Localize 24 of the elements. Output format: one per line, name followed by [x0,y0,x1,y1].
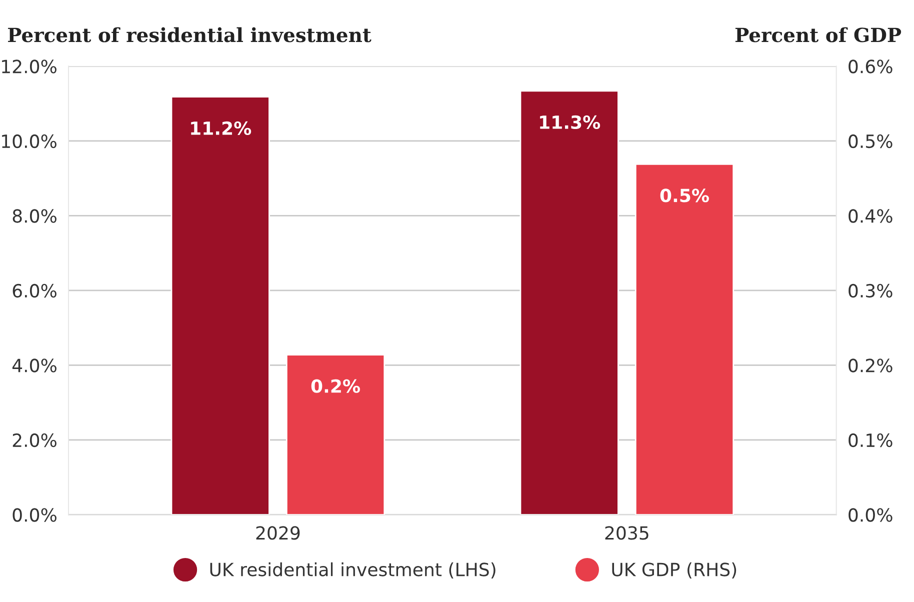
y-tick-label: 12.0% [2,60,56,74]
data-label: 0.5% [660,188,709,202]
y-tick-label: 6.0% [12,284,56,298]
y-tick-label: 10.0% [2,134,56,148]
y2-tick-label: 0.6% [848,60,892,74]
data-label: 11.3% [540,115,600,130]
y-tick-label: 8.0% [12,209,56,223]
y-tick-label: 4.0% [12,358,56,372]
y-tick-label: 2.0% [12,433,56,448]
legend-label: UK GDP (RHS) [612,562,736,578]
y2-axis-title: Percent of GDP [735,27,902,42]
x-tick-label: 2035 [605,526,648,540]
y2-tick-label: 0.5% [848,134,892,148]
y2-tick-label: 0.0% [848,508,892,522]
x-tick-label: 2029 [256,526,300,540]
y2-tick-label: 0.1% [848,433,892,448]
y2-tick-label: 0.3% [848,284,892,298]
y-axis-title: Percent of residential investment [8,27,372,42]
legend-label: UK residential investment (LHS) [210,562,496,578]
y-tick-label: 0.0% [12,508,56,522]
data-label: 11.2% [191,121,252,136]
y2-tick-label: 0.4% [848,209,892,223]
data-label: 0.2% [311,379,360,393]
y2-tick-label: 0.2% [848,358,892,372]
